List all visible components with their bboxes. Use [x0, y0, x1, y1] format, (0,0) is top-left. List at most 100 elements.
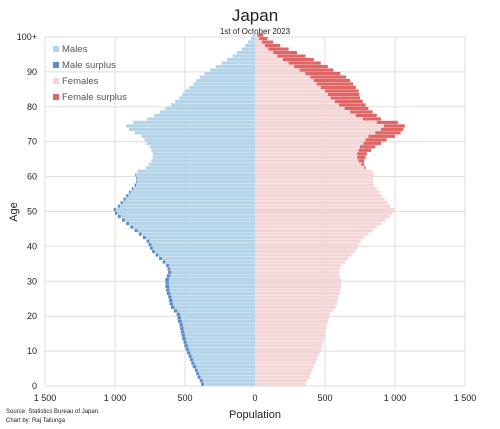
male-bar [152, 152, 255, 156]
male-bar [172, 298, 255, 302]
female-bar [255, 302, 337, 306]
female-bar [255, 96, 331, 100]
male-surplus-bar [181, 333, 185, 337]
male-surplus-bar [183, 340, 187, 344]
female-bar [255, 44, 265, 48]
female-bar [255, 225, 377, 229]
female-bar [255, 75, 311, 79]
female-bar [255, 180, 374, 184]
female-bar [255, 124, 384, 128]
female-bar [255, 152, 358, 156]
female-bar [255, 270, 339, 275]
female-bar [255, 57, 283, 62]
male-surplus-bar [130, 225, 134, 229]
male-bar [149, 239, 255, 243]
x-tick-label: 1 000 [104, 393, 127, 403]
female-bar [255, 208, 395, 212]
male-bar [180, 312, 255, 316]
female-bar [255, 333, 325, 337]
grid [44, 36, 466, 387]
female-bar [255, 148, 359, 152]
male-surplus-bar [123, 197, 126, 201]
female-surplus-bar [364, 166, 366, 170]
male-bar [137, 228, 255, 233]
male-bar [141, 134, 255, 138]
female-surplus-bar [283, 57, 314, 62]
male-bar [128, 194, 255, 198]
male-bar [203, 382, 255, 386]
male-bar [119, 204, 256, 208]
male-bar [125, 197, 255, 201]
female-bar [255, 33, 258, 37]
male-surplus-bar [117, 215, 121, 219]
y-tick-label: 80 [27, 102, 37, 112]
y-tick-label: 20 [27, 311, 37, 321]
female-bar [255, 50, 274, 55]
female-bar [255, 37, 260, 41]
female-surplus-bar [259, 37, 268, 41]
male-surplus-bar [166, 274, 171, 278]
male-surplus-bar [171, 305, 175, 309]
female-surplus-bar [339, 103, 366, 107]
female-bar [255, 382, 307, 386]
male-surplus-bar [126, 222, 129, 226]
male-bar [158, 253, 255, 257]
female-bar [255, 82, 317, 86]
male-surplus-bar [177, 316, 182, 320]
male-bar [152, 155, 255, 159]
male-bar [196, 365, 255, 369]
male-bar [184, 330, 255, 334]
male-bar [175, 99, 255, 104]
female-bar [255, 201, 388, 205]
female-surplus-bar [361, 162, 365, 166]
male-bar [115, 208, 255, 212]
male-surplus-bar [184, 344, 188, 348]
female-bar [255, 204, 391, 208]
female-bar [255, 274, 340, 278]
female-bar [255, 284, 341, 289]
female-surplus-bar [357, 152, 367, 156]
female-bar [255, 194, 382, 198]
male-surplus-bar [182, 337, 186, 341]
male-surplus-bar [188, 354, 192, 358]
male-bar [117, 211, 255, 215]
male-bar [200, 375, 255, 379]
chart-title: Japan [232, 6, 278, 25]
male-bar [210, 68, 255, 72]
male-surplus-bar [199, 379, 203, 383]
female-surplus-bar [358, 148, 372, 152]
male-bar [170, 267, 255, 271]
female-bar [255, 372, 311, 376]
male-bar [133, 120, 255, 124]
male-bar [137, 169, 255, 173]
credit-note: Chart by: Raj Tallunga [6, 418, 66, 424]
x-tick-label: 500 [317, 393, 332, 403]
legend-label: Females [62, 76, 99, 87]
male-surplus-bar [196, 372, 199, 376]
chart-subtitle: 1st of October 2023 [220, 27, 291, 36]
male-surplus-bar [113, 208, 116, 212]
x-axis-label: Population [229, 409, 281, 421]
female-bar [255, 309, 333, 313]
female-bar [255, 197, 385, 201]
y-tick-label: 10 [27, 346, 37, 356]
female-bar [255, 64, 295, 69]
female-bar [255, 249, 356, 254]
male-bar [174, 305, 255, 309]
female-bar [255, 295, 339, 299]
legend-swatch [53, 46, 59, 52]
female-bar [255, 235, 365, 240]
female-bar [255, 256, 349, 261]
female-bar [255, 368, 313, 372]
female-bar [255, 92, 328, 97]
female-bar [255, 54, 278, 58]
source-note: Source: Statistics Bureau of Japan. [6, 409, 100, 415]
male-bar [185, 337, 255, 341]
male-surplus-bar [187, 351, 191, 355]
female-bar [255, 239, 361, 243]
legend-swatch [53, 62, 59, 68]
male-bar [154, 249, 255, 254]
male-bar [179, 96, 255, 100]
male-surplus-bar [155, 253, 159, 257]
